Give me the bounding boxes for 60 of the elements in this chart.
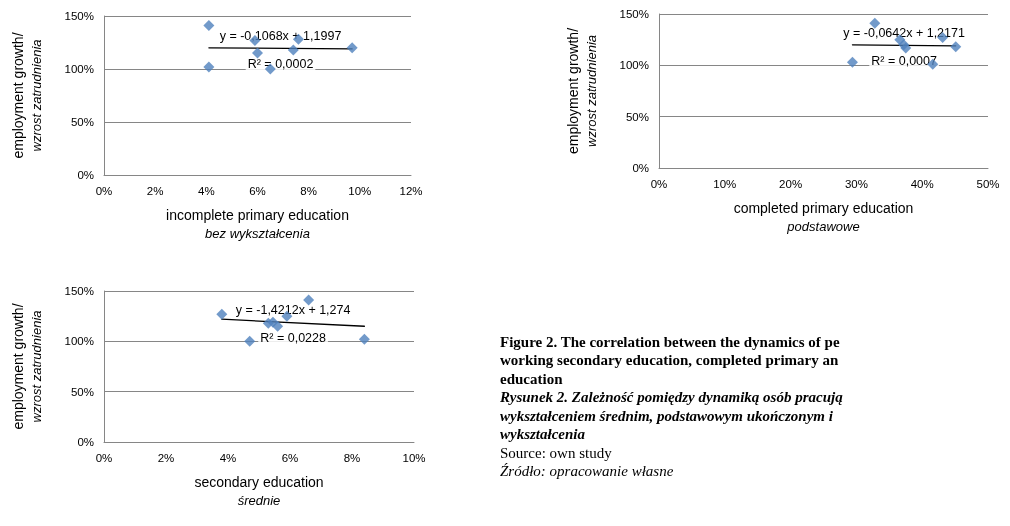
annotation: y = -1,4212x + 1,274 bbox=[235, 303, 351, 318]
x-tick-label: 10% bbox=[348, 185, 372, 197]
annotation: y = -0,1068x + 1,1997 bbox=[219, 28, 342, 43]
x-tick-label: 10% bbox=[402, 452, 426, 464]
x-tick-label: 8% bbox=[343, 452, 361, 464]
annotation: y = -0,0642x + 1,2171 bbox=[843, 25, 965, 40]
x-axis-title: incomplete primary education bez wykształcenia bbox=[166, 206, 349, 241]
y-tick-label: 100% bbox=[64, 63, 94, 75]
x-tick-label: 2% bbox=[157, 452, 175, 464]
point bbox=[869, 17, 881, 29]
y-tick-label: 100% bbox=[619, 59, 649, 72]
x-tick-label: 4% bbox=[219, 452, 237, 464]
x-tick-label: 6% bbox=[281, 452, 299, 464]
y-tick-label: 150% bbox=[619, 8, 649, 20]
annotation: R² = 0,0002 bbox=[247, 56, 314, 71]
y-tick-label: 50% bbox=[625, 110, 649, 123]
point bbox=[244, 335, 256, 347]
point bbox=[287, 44, 299, 56]
point bbox=[203, 20, 215, 32]
y-axis-title: employment growth/ wzrost zatrudnienia bbox=[564, 27, 599, 155]
x-tick-label: 2% bbox=[146, 185, 164, 197]
x-tick-label: 0% bbox=[95, 452, 113, 464]
x-tick-label: 0% bbox=[650, 178, 668, 190]
x-axis-title: secondary education średnie bbox=[194, 473, 324, 508]
point bbox=[846, 56, 858, 68]
point bbox=[950, 41, 962, 53]
annotation: R² = 0,0007 bbox=[871, 53, 937, 68]
x-tick-label: 30% bbox=[844, 178, 868, 190]
x-tick-label: 10% bbox=[713, 178, 737, 190]
point bbox=[272, 320, 284, 332]
y-tick-label: 50% bbox=[70, 385, 94, 398]
point bbox=[358, 333, 370, 345]
point bbox=[216, 308, 228, 320]
point bbox=[252, 47, 263, 59]
y-tick-label: 0% bbox=[632, 162, 649, 174]
y-tick-label: 150% bbox=[64, 10, 94, 22]
text: Figure 2. The correlation between the dynamics of pe working secondary education, completed primary an education bbox=[500, 333, 840, 387]
x-tick-label: 40% bbox=[910, 178, 934, 190]
y-tick-label: 100% bbox=[64, 335, 94, 348]
point bbox=[303, 294, 315, 306]
x-tick-label: 0% bbox=[95, 185, 113, 197]
point bbox=[203, 61, 215, 73]
y-tick-label: 50% bbox=[70, 116, 94, 128]
x-tick-label: 8% bbox=[300, 185, 317, 197]
point bbox=[346, 42, 358, 54]
text: Źródło: opracowanie własne bbox=[500, 463, 674, 479]
y-tick-label: 0% bbox=[77, 169, 94, 181]
source-note: Source: own study bbox=[500, 444, 613, 461]
y-axis-title: employment growth/ wzrost zatrudnienia bbox=[9, 32, 44, 159]
text: Rysunek 2. Zależność pomiędzy dynamiką osób pracują wykształceniem średnim, podstawowym ukończonym i wykształcenia bbox=[499, 389, 844, 442]
annotation: R² = 0,0228 bbox=[260, 331, 326, 346]
y-axis-title: employment growth/ wzrost zatrudnienia bbox=[9, 303, 44, 430]
x-tick-label: 4% bbox=[198, 185, 215, 197]
x-axis-title: completed primary education podstawowe bbox=[733, 199, 914, 234]
x-tick-label: 20% bbox=[779, 178, 803, 190]
x-tick-label: 12% bbox=[399, 185, 423, 197]
x-tick-label: 50% bbox=[976, 178, 1000, 190]
y-tick-label: 150% bbox=[64, 285, 94, 297]
x-tick-label: 6% bbox=[249, 185, 266, 197]
y-tick-label: 0% bbox=[77, 436, 94, 448]
